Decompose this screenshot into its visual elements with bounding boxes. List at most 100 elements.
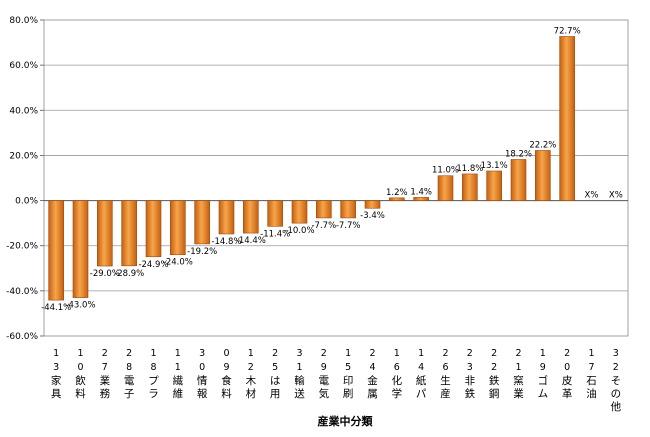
category-code-digit: 2	[321, 348, 327, 359]
category-code-digit: 2	[467, 348, 473, 359]
data-label: 11.8%	[456, 164, 483, 174]
category-label-char: 送	[294, 387, 305, 400]
category-code-digit: 1	[540, 348, 546, 359]
category-code-digit: 3	[296, 348, 302, 359]
category-code-digit: 1	[296, 362, 302, 373]
bar	[437, 175, 454, 201]
category-label-char: 紙	[416, 374, 427, 387]
category-label-char: 務	[100, 387, 111, 400]
data-label: -10.0%	[284, 226, 314, 236]
category-code-digit: 5	[272, 362, 278, 373]
data-label: 11.0%	[432, 166, 459, 176]
data-label: -7.7%	[311, 221, 336, 231]
category-label-char: は	[270, 375, 281, 387]
category-code-digit: 2	[369, 348, 375, 359]
category-label-char: そ	[611, 375, 622, 387]
bar	[121, 200, 137, 267]
bar	[170, 200, 186, 256]
data-label: -3.4%	[360, 211, 385, 221]
category-code-digit: 3	[53, 362, 59, 373]
data-label: -29.0%	[90, 269, 120, 279]
y-tick-label: -20.0%	[6, 242, 38, 252]
data-label: 72.7%	[554, 26, 581, 36]
bar	[291, 200, 308, 224]
category-label-char: ム	[538, 388, 549, 400]
category-label-char: 化	[392, 374, 403, 387]
category-label-char: の	[611, 388, 622, 400]
bar	[486, 170, 502, 201]
category-code-digit: 1	[345, 348, 351, 359]
category-code-digit: 8	[150, 362, 156, 373]
bars	[48, 36, 575, 301]
category-code-digit: 1	[588, 348, 594, 359]
data-label: -14.4%	[236, 236, 266, 246]
category-label-char: 生	[440, 374, 451, 387]
gridlines	[43, 19, 629, 337]
category-code-digit: 2	[442, 348, 448, 359]
axes: 80.0% 60.0% 40.0% 20.0% 0.0% -20.0% -40.0% -60.…	[6, 16, 44, 342]
bar	[510, 159, 527, 201]
category-label-char: 飲	[75, 374, 86, 387]
category-code-digit: 9	[321, 362, 327, 373]
category-code-digit: 2	[564, 348, 570, 359]
category-code-digit: 9	[540, 362, 546, 373]
category-label-char: 産	[440, 387, 451, 400]
category-code-digit: 7	[102, 362, 108, 373]
data-label: -24.9%	[138, 260, 168, 270]
category-label-char: 業	[100, 374, 111, 387]
category-code-digit: 1	[77, 348, 83, 359]
category-label-char: 業	[513, 387, 524, 400]
category-label-char: 料	[75, 387, 86, 400]
bar	[340, 200, 356, 219]
category-code-digit: 1	[248, 348, 254, 359]
category-code-digit: 1	[53, 348, 59, 359]
category-code-digit: 4	[369, 362, 375, 373]
bar	[48, 200, 64, 301]
category-label-char: 印	[343, 375, 354, 387]
bar	[194, 200, 210, 245]
y-tick-label: 40.0%	[9, 106, 38, 116]
category-labels: 13家具10飲料27業務28電子18プラ11繊維30情報09食料12木材25は用…	[51, 348, 622, 413]
data-labels: -44.1%-43.0% -29.0%-28.9%-24.9%-24.0%-19.…	[41, 26, 623, 313]
category-code-digit: 1	[394, 348, 400, 359]
category-label-char: 食	[221, 374, 232, 387]
category-code-digit: 2	[515, 348, 521, 359]
bar	[535, 150, 551, 201]
category-label-char: パ	[416, 388, 427, 400]
category-code-digit: 3	[467, 362, 473, 373]
bar	[243, 200, 259, 234]
category-label-char: ラ	[148, 388, 159, 400]
data-label: X%	[585, 191, 599, 201]
category-code-digit: 3	[613, 348, 619, 359]
category-label-char: 家	[51, 374, 62, 387]
bar	[218, 200, 235, 235]
category-label-char: 電	[319, 375, 330, 387]
y-tick-label: -40.0%	[6, 287, 38, 297]
category-code-digit: 0	[77, 362, 83, 373]
category-label-char: 維	[173, 387, 184, 400]
category-label-char: 学	[392, 387, 403, 400]
category-label-char: 気	[319, 387, 330, 400]
data-label: 22.2%	[529, 140, 556, 150]
category-code-digit: 6	[442, 362, 448, 373]
category-code-digit: 0	[564, 362, 570, 373]
bar	[559, 36, 575, 201]
category-label-char: 報	[197, 388, 208, 400]
category-label-char: 刷	[343, 387, 354, 400]
plot-area-frame	[43, 19, 629, 337]
category-code-digit: 1	[175, 362, 181, 373]
data-label: -19.2%	[187, 247, 217, 257]
category-label-char: 油	[586, 387, 597, 400]
category-code-digit: 2	[613, 362, 619, 373]
category-code-digit: 9	[223, 362, 229, 373]
category-label-char: プ	[148, 375, 159, 387]
y-tick-label: 80.0%	[9, 16, 38, 26]
category-label-char: ゴ	[538, 374, 549, 387]
bar	[145, 200, 162, 258]
category-code-digit: 2	[126, 348, 132, 359]
bar	[389, 197, 405, 201]
bar	[462, 173, 478, 201]
bar	[413, 197, 429, 201]
